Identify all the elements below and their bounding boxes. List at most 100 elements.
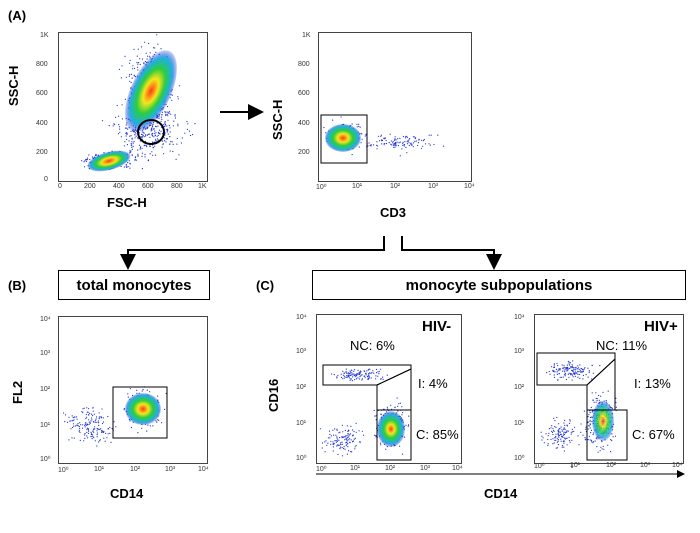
scatter-dot	[136, 389, 138, 391]
scatter-dot	[155, 132, 157, 134]
scatter-dot	[84, 433, 86, 435]
scatter-dot	[140, 46, 143, 48]
scatter-dot	[92, 435, 94, 438]
scatter-dot	[568, 436, 570, 438]
scatter-dot	[413, 136, 415, 138]
scatter-dot	[102, 417, 104, 419]
scatter-dot	[563, 450, 565, 452]
scatter-dot	[92, 410, 94, 412]
scatter-dot	[164, 120, 166, 123]
scatter-dot	[361, 378, 364, 380]
scatter-dot	[590, 432, 592, 434]
scatter-dot	[89, 422, 91, 424]
scatter-dot	[351, 154, 353, 156]
scatter-dot	[405, 424, 407, 426]
scatter-dot	[414, 140, 416, 142]
scatter-dot	[387, 408, 389, 410]
scatter-dot	[126, 144, 128, 146]
scatter-dot	[577, 435, 579, 437]
scatter-dot	[127, 165, 129, 168]
scatter-dot	[408, 415, 410, 417]
scatter-dot	[563, 446, 565, 448]
scatter-dot	[156, 34, 158, 36]
scatter-dot	[573, 373, 575, 375]
scatter-dot	[129, 388, 131, 390]
scatter-dot	[403, 144, 405, 146]
scatter-dot	[394, 144, 396, 146]
scatter-dot	[591, 441, 593, 443]
scatter-dot	[333, 374, 335, 376]
scatter-dot	[147, 160, 149, 162]
scatter-dot	[406, 141, 408, 143]
scatter-dot	[328, 430, 331, 432]
scatter-dot	[120, 136, 122, 138]
scatter-dot	[86, 423, 88, 426]
scatter-dot	[374, 415, 376, 417]
scatter-dot	[139, 148, 141, 150]
scatter-dot	[117, 133, 120, 135]
scatter-dot	[94, 421, 96, 423]
scatter-dot	[125, 124, 127, 126]
scatter-dot	[571, 439, 573, 441]
scatter-dot	[563, 431, 565, 433]
scatter-dot	[551, 431, 554, 433]
scatter-dot	[353, 375, 356, 377]
scatter-dot	[86, 427, 89, 429]
scatter-dot	[402, 144, 404, 146]
scatter-dot	[373, 409, 375, 411]
scatter-dot	[81, 411, 83, 413]
scatter-dot	[329, 437, 331, 439]
scatter-dot	[592, 441, 594, 443]
scatter-dot	[583, 368, 585, 370]
scatter-dot	[129, 162, 131, 164]
scatter-dot	[136, 66, 139, 68]
scatter-dot	[127, 128, 129, 130]
scatter-dot	[554, 425, 556, 428]
scatter-dot	[166, 125, 168, 127]
scatter-dot	[102, 430, 104, 432]
scatter-dot	[101, 422, 104, 425]
scatter-dot	[563, 366, 565, 368]
scatter-dot	[375, 435, 377, 437]
scatter-dot	[146, 134, 148, 136]
scatter-dot	[385, 142, 388, 145]
scatter-dot	[558, 436, 560, 438]
scatter-dot	[591, 410, 594, 412]
scatter-dot	[130, 151, 132, 153]
scatter-dot	[155, 126, 157, 128]
scatter-dot	[607, 390, 609, 392]
scatter-dot	[574, 372, 576, 374]
scatter-dot	[166, 130, 168, 132]
scatter-dot	[82, 424, 84, 426]
b-ylabel: FL2	[10, 380, 25, 404]
scatter-dot	[89, 158, 91, 161]
scatter-dot	[553, 376, 556, 378]
scatter-dot	[607, 444, 609, 446]
scatter-dot	[345, 441, 347, 443]
scatter-dot	[154, 130, 156, 132]
scatter-dot	[325, 440, 327, 442]
scatter-dot	[134, 75, 136, 78]
scatter-dot	[555, 368, 558, 370]
scatter-dot	[588, 414, 590, 416]
scatter-dot	[134, 131, 136, 134]
scatter-dot	[595, 437, 597, 439]
scatter-dot	[415, 137, 417, 139]
c2-xtick: 10²	[606, 462, 617, 469]
scatter-dot	[98, 418, 100, 420]
scatter-dot	[429, 144, 431, 146]
panel-c-letter: (C)	[256, 278, 275, 293]
scatter-dot	[561, 429, 563, 431]
b-ytick: 10⁰	[40, 456, 51, 463]
scatter-dot	[336, 445, 338, 447]
scatter-dot	[554, 419, 556, 422]
scatter-dot	[81, 427, 84, 429]
scatter-dot	[101, 408, 103, 410]
scatter-dot	[392, 142, 394, 144]
scatter-dot	[119, 128, 121, 130]
scatter-fsc-ssc-svg	[81, 33, 196, 172]
scatter-dot	[357, 377, 359, 379]
scatter-dot	[363, 375, 365, 377]
scatter-dot	[442, 145, 445, 147]
scatter-dot	[139, 63, 141, 66]
